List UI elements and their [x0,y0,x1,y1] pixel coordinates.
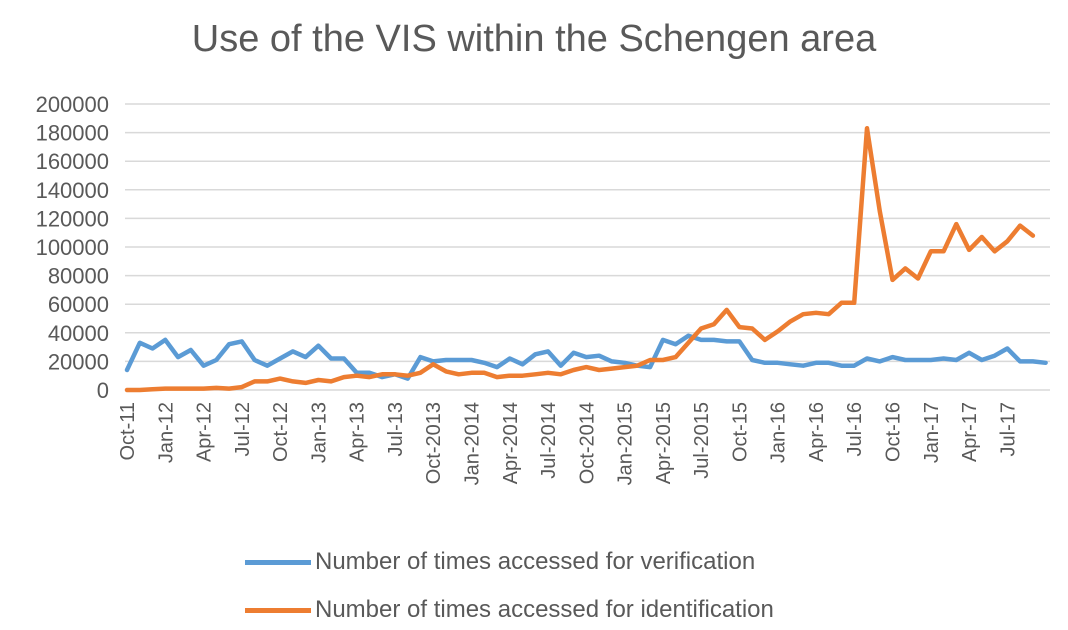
x-tick-label: Jul-13 [385,402,407,456]
x-tick-label: Apr-17 [959,402,981,462]
x-tick-label: Apr-2015 [653,402,675,484]
legend-item-identification: Number of times accessed for identificat… [245,596,774,624]
x-tick-label: Oct-12 [270,402,292,462]
y-tick-label: 0 [97,378,109,403]
x-tick-label: Jan-12 [155,402,177,463]
x-tick-label: Oct-2013 [423,402,445,484]
x-tick-label: Jan-2015 [615,402,637,485]
series-line-identification [124,126,1036,393]
legend-label-verification: Number of times accessed for verificatio… [315,548,756,575]
x-tick-label: Oct-2014 [576,402,598,484]
y-tick-label: 100000 [36,235,109,260]
chart-title: Use of the VIS within the Schengen area [191,18,877,60]
x-tick-label: Oct-15 [729,402,751,462]
legend-swatch-identification [245,607,311,613]
x-tick-label: Jul-16 [844,402,866,456]
series-line-verification [124,333,1048,381]
y-tick-label: 80000 [48,264,109,289]
legend-item-verification: Number of times accessed for verificatio… [245,548,755,576]
x-tick-label: Jan-13 [308,402,330,463]
y-tick-label: 200000 [36,92,109,117]
x-tick-label: Jan-16 [768,402,790,463]
legend-swatch-verification [245,559,311,565]
y-tick-label: 140000 [36,178,109,203]
x-tick-label: Jul-12 [232,402,254,456]
x-tick-label: Apr-16 [806,402,828,462]
y-tick-label: 160000 [36,149,109,174]
x-tick-label: Jan-2014 [461,402,483,485]
y-tick-label: 40000 [48,321,109,346]
x-tick-label: Jul-17 [997,402,1019,456]
line-chart: 0 20000 40000 60000 80000 100000 120000 140000 1… [36,92,1050,485]
y-tick-label: 180000 [36,121,109,146]
x-tick-label: Oct-16 [883,402,905,462]
x-tick-label: Apr-2014 [500,402,522,484]
x-tick-label: Apr-12 [194,402,216,462]
y-tick-label: 20000 [48,349,109,374]
x-tick-label: Apr-13 [347,402,369,462]
x-tick-label: Jul-2014 [538,402,560,479]
x-tick-label: Jul-2015 [691,402,713,479]
y-tick-label: 120000 [36,206,109,231]
x-tick-label: Jan-17 [921,402,943,463]
y-tick-label: 60000 [48,292,109,317]
legend-label-identification: Number of times accessed for identificat… [315,596,774,623]
x-tick-label: Oct-11 [117,402,139,461]
